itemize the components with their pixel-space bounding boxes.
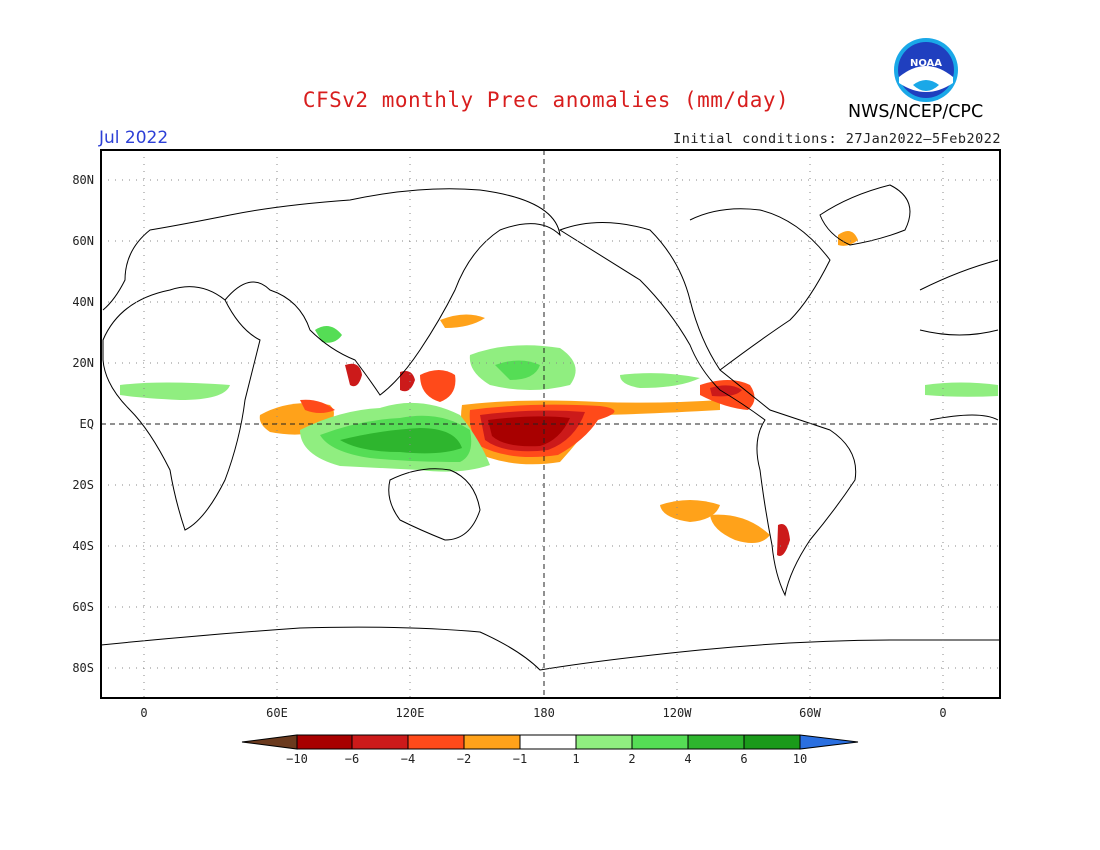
colorbar-label: −1	[512, 752, 528, 766]
lon-label: 120W	[662, 706, 692, 720]
colorbar-bin	[463, 734, 521, 750]
colorbar-label: −6	[344, 752, 360, 766]
colorbar-bin	[687, 734, 745, 750]
forecast-month: Jul 2022	[99, 128, 169, 148]
colorbar-bin	[631, 734, 689, 750]
lon-label: 0	[140, 706, 148, 720]
colorbar-bin	[575, 734, 633, 750]
equator-dateline	[101, 150, 1000, 698]
colorbar-bin	[407, 734, 465, 750]
colorbar-label: 4	[684, 752, 692, 766]
colorbar-bin-highest	[799, 734, 859, 750]
colorbar-label: 1	[572, 752, 580, 766]
lat-label: 60S	[72, 600, 94, 614]
lon-label: 180	[533, 706, 555, 720]
lon-label: 120E	[395, 706, 425, 720]
lon-label: 60W	[799, 706, 821, 720]
lon-label: 60E	[266, 706, 288, 720]
noaa-logo: NOAA	[894, 38, 958, 102]
colorbar-label: −2	[456, 752, 472, 766]
colorbar-bin-lowest	[241, 734, 298, 750]
agency-label: NWS/NCEP/CPC	[848, 102, 984, 122]
lon-label: 0	[939, 706, 947, 720]
colorbar-label: 2	[628, 752, 636, 766]
colorbar-label: 10	[792, 752, 808, 766]
lat-label: EQ	[79, 417, 94, 431]
colorbar-label: −10	[286, 752, 308, 766]
colorbar	[241, 734, 859, 750]
colorbar-bin	[743, 734, 801, 750]
map-frame	[100, 149, 1001, 699]
lat-label: 80S	[72, 661, 94, 675]
colorbar-bin	[296, 734, 353, 750]
anomaly-fields	[120, 231, 998, 556]
colorbar-bin	[519, 734, 577, 750]
noaa-logo-text: NOAA	[910, 58, 942, 69]
lat-label: 40S	[72, 539, 94, 553]
lat-label: 60N	[72, 234, 94, 248]
initial-conditions: Initial conditions: 27Jan2022–5Feb2022	[673, 131, 1001, 147]
lat-label: 20S	[72, 478, 94, 492]
map-title: CFSv2 monthly Prec anomalies (mm/day)	[302, 88, 790, 112]
lat-label: 80N	[72, 173, 94, 187]
colorbar-bin	[351, 734, 409, 750]
colorbar-label: 6	[740, 752, 748, 766]
colorbar-label: −4	[400, 752, 416, 766]
coastlines	[101, 184, 1000, 671]
lat-label: 40N	[72, 295, 94, 309]
lat-label: 20N	[72, 356, 94, 370]
